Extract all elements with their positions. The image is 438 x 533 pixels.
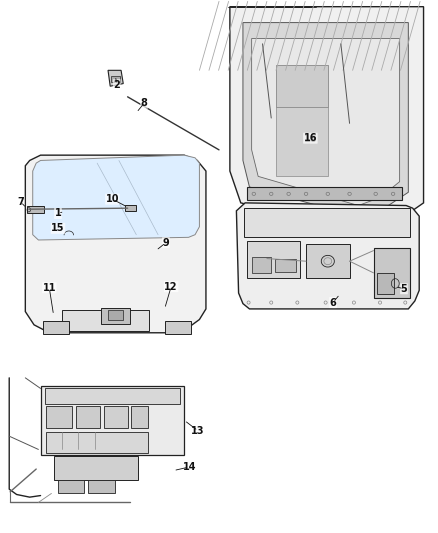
Text: 16: 16 xyxy=(304,134,317,144)
Bar xyxy=(62,310,149,331)
Bar xyxy=(374,248,410,298)
Bar xyxy=(244,208,410,237)
Bar xyxy=(306,244,350,278)
Bar xyxy=(247,187,402,200)
Bar xyxy=(275,259,296,272)
Bar xyxy=(46,406,72,428)
Polygon shape xyxy=(230,7,424,235)
Text: 14: 14 xyxy=(183,462,196,472)
Bar xyxy=(88,480,115,494)
Bar xyxy=(76,406,100,428)
Bar xyxy=(111,76,120,82)
Text: 7: 7 xyxy=(17,197,24,207)
Bar xyxy=(45,389,180,405)
Bar xyxy=(108,310,123,319)
Text: 6: 6 xyxy=(330,297,336,308)
Text: 5: 5 xyxy=(401,284,407,294)
Bar xyxy=(125,205,136,212)
Text: 16: 16 xyxy=(304,133,317,143)
Polygon shape xyxy=(237,203,419,309)
Bar xyxy=(27,206,44,214)
Text: 13: 13 xyxy=(191,426,205,436)
Bar xyxy=(104,406,127,428)
Polygon shape xyxy=(243,22,408,219)
Bar xyxy=(53,456,138,480)
Bar xyxy=(131,406,148,428)
Bar xyxy=(165,320,191,334)
Polygon shape xyxy=(41,386,184,455)
Polygon shape xyxy=(252,38,399,206)
Text: 2: 2 xyxy=(113,79,120,90)
Bar xyxy=(58,480,84,494)
Text: 11: 11 xyxy=(42,282,56,293)
Text: 15: 15 xyxy=(51,223,65,233)
Bar xyxy=(102,308,130,324)
Text: 1: 1 xyxy=(55,208,61,219)
Bar xyxy=(46,432,148,453)
Polygon shape xyxy=(25,155,206,333)
Polygon shape xyxy=(108,70,123,86)
Text: 8: 8 xyxy=(141,98,148,108)
Text: 12: 12 xyxy=(164,281,178,292)
Bar xyxy=(247,241,300,278)
Polygon shape xyxy=(276,65,328,108)
Bar xyxy=(377,273,394,294)
Text: 9: 9 xyxy=(162,238,169,248)
Polygon shape xyxy=(33,155,199,240)
Polygon shape xyxy=(276,108,328,176)
Text: 10: 10 xyxy=(106,194,119,204)
Bar xyxy=(252,257,271,273)
Bar xyxy=(43,320,69,334)
